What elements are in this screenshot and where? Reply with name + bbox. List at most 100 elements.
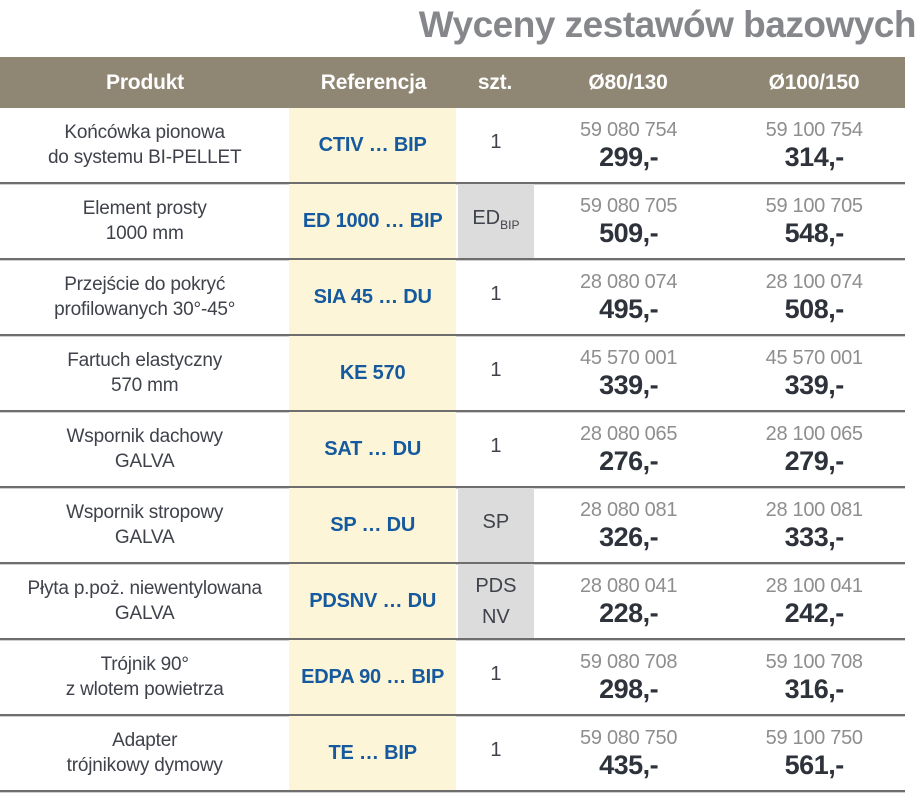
table-row: Element prosty 1000 mm ED 1000 … BIP EDB… [0, 184, 905, 260]
price-cell-d100-150: 45 570 001 339,- [723, 336, 905, 410]
reference-code: TE … BIP [289, 716, 456, 790]
qty-cell: SP [457, 488, 534, 562]
price-cell-d80-130: 28 080 065 276,- [534, 412, 724, 486]
article-code-d100-150: 28 100 041 [765, 575, 863, 597]
qty-cell: 1 [458, 260, 534, 334]
column-header-d100-150: Ø100/150 [768, 70, 860, 94]
product-name: Wspornik stropowy GALVA [0, 488, 289, 562]
price-cell-d100-150: 28 100 041 242,- [723, 564, 905, 638]
table-body: Końcówka pionowa do systemu BI-PELLET CT… [0, 108, 905, 792]
price-d80-130: 339,- [599, 370, 659, 400]
product-name-line1: Wspornik dachowy [66, 426, 223, 447]
qty-text: 1 [490, 282, 502, 305]
table-row: Płyta p.poż. niewentylowana GALVA PDSNV … [0, 564, 905, 640]
price-d80-130: 299,- [599, 142, 659, 172]
article-code-d80-130: 28 080 081 [580, 499, 678, 521]
qty-text: 1 [490, 738, 502, 761]
product-name-line2: z wlotem powietrza [65, 679, 224, 700]
product-name-line2: GALVA [114, 603, 175, 624]
qty-cell: 1 [458, 336, 534, 410]
product-name: Element prosty 1000 mm [0, 184, 289, 258]
article-code-d80-130: 28 080 041 [580, 575, 678, 597]
product-name-line2: do systemu BI-PELLET [47, 147, 242, 168]
qty-cell: 1 [458, 640, 534, 714]
article-code-d100-150: 59 100 705 [765, 195, 863, 217]
qty-text: 1 [490, 434, 502, 457]
product-name-line2: GALVA [114, 451, 175, 472]
price-d80-130: 228,- [599, 598, 659, 628]
table-row: Końcówka pionowa do systemu BI-PELLET CT… [0, 108, 905, 184]
column-header-reference: Referencja [320, 70, 427, 94]
article-code-d80-130: 28 080 074 [580, 271, 678, 293]
column-header-product: Produkt [106, 70, 184, 94]
product-name-line2: trójnikowy dymowy [66, 755, 223, 776]
price-d100-150: 242,- [784, 598, 845, 628]
table-row: Fartuch elastyczny 570 mm KE 570 1 45 57… [0, 336, 905, 412]
qty-value: 1 [490, 434, 501, 465]
price-d80-130: 509,- [599, 218, 659, 248]
article-code-d100-150: 59 100 754 [765, 119, 863, 141]
pricing-table: Produkt Referencja szt. Ø80/130 Ø100/150… [0, 57, 905, 792]
product-name-line1: Płyta p.poż. niewentylowana [27, 578, 263, 599]
price-d100-150: 333,- [784, 522, 845, 552]
article-code-d80-130: 59 080 754 [580, 119, 678, 141]
price-cell-d100-150: 59 100 705 548,- [723, 184, 905, 258]
reference-code: CTIV … BIP [289, 108, 456, 182]
price-d80-130: 298,- [599, 674, 659, 704]
reference-code: ED 1000 … BIP [289, 184, 456, 258]
article-code-d100-150: 45 570 001 [765, 347, 863, 369]
price-d80-130: 435,- [599, 750, 659, 780]
product-name: Trójnik 90° z wlotem powietrza [0, 640, 289, 714]
table-row: Wspornik stropowy GALVA SP … DU SP 28 08… [0, 488, 905, 564]
product-name-line1: Element prosty [82, 198, 207, 219]
price-cell-d80-130: 28 080 041 228,- [534, 564, 724, 638]
price-cell-d80-130: 28 080 074 495,- [534, 260, 724, 334]
qty-text: 1 [490, 662, 502, 685]
product-name-line2: 1000 mm [105, 223, 184, 244]
qty-subscript: BIP [500, 217, 520, 232]
qty-text: SP [482, 510, 510, 533]
price-cell-d80-130: 59 080 708 298,- [534, 640, 724, 714]
reference-code: PDSNV … DU [289, 564, 456, 638]
price-d100-150: 548,- [784, 218, 845, 248]
qty-text: 1 [490, 358, 502, 381]
qty-text: 1 [490, 130, 502, 153]
price-cell-d100-150: 59 100 754 314,- [723, 108, 905, 182]
qty-cell: 1 [458, 108, 534, 182]
article-code-d80-130: 59 080 750 [580, 727, 678, 749]
price-d80-130: 326,- [599, 522, 659, 552]
qty-value: 1 [490, 662, 501, 693]
price-cell-d100-150: 28 100 081 333,- [723, 488, 905, 562]
article-code-d100-150: 28 100 081 [765, 499, 863, 521]
price-cell-d100-150: 28 100 065 279,- [723, 412, 905, 486]
product-name-line1: Fartuch elastyczny [67, 350, 223, 371]
article-code-d80-130: 28 080 065 [580, 423, 678, 445]
product-name: Przejście do pokryć profilowanych 30°-45… [0, 260, 289, 334]
article-code-d80-130: 59 080 708 [580, 651, 678, 673]
reference-code: SAT … DU [289, 412, 456, 486]
product-name-line1: Trójnik 90° [100, 654, 189, 675]
product-name: Fartuch elastyczny 570 mm [0, 336, 289, 410]
product-name-line2: 570 mm [110, 375, 179, 396]
table-row: Adapter trójnikowy dymowy TE … BIP 1 59 … [0, 716, 905, 792]
qty-cell: 1 [458, 412, 534, 486]
table-row: Wspornik dachowy GALVA SAT … DU 1 28 080… [0, 412, 905, 488]
article-code-d100-150: 28 100 065 [765, 423, 863, 445]
price-cell-d80-130: 59 080 750 435,- [534, 716, 724, 790]
product-name: Adapter trójnikowy dymowy [0, 716, 289, 790]
product-name-line2: profilowanych 30°-45° [54, 299, 236, 320]
product-name-line1: Wspornik stropowy [66, 502, 224, 523]
price-d100-150: 561,- [784, 750, 845, 780]
price-cell-d80-130: 59 080 705 509,- [534, 184, 724, 258]
product-name: Wspornik dachowy GALVA [0, 412, 289, 486]
table-header-row: Produkt Referencja szt. Ø80/130 Ø100/150 [0, 57, 905, 108]
qty-value: PDS NV [475, 574, 516, 629]
price-d80-130: 495,- [599, 294, 659, 324]
product-name-line2: GALVA [114, 527, 175, 548]
page-title: Wyceny zestawów bazowych [418, 4, 917, 45]
qty-value: 1 [490, 282, 501, 313]
qty-value: 1 [490, 130, 501, 161]
product-name-line1: Końcówka pionowa [64, 122, 225, 143]
article-code-d100-150: 59 100 708 [765, 651, 863, 673]
